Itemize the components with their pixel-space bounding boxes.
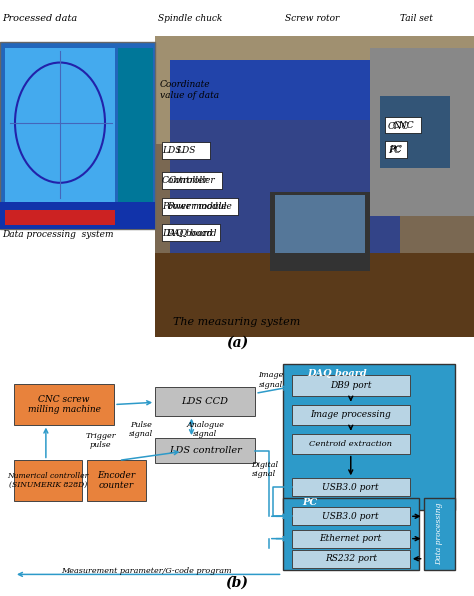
Bar (292, 530, 410, 548)
Text: Analogue
signal: Analogue signal (186, 421, 224, 437)
Bar (292, 550, 410, 567)
Text: Encoder
counter: Encoder counter (97, 471, 136, 491)
Bar (0, 202, 155, 228)
Bar (87, 460, 146, 501)
Text: Trigger
pulse: Trigger pulse (85, 432, 116, 449)
Bar (5, 210, 115, 225)
Bar (275, 195, 365, 253)
Text: Processed data: Processed data (2, 14, 77, 23)
Text: Data processing  system: Data processing system (2, 230, 113, 239)
Text: CNC screw
milling machine: CNC screw milling machine (27, 395, 100, 414)
Text: PC: PC (388, 146, 401, 155)
Bar (14, 384, 114, 424)
Text: Pulse
signal: Pulse signal (129, 421, 154, 437)
Bar (155, 36, 474, 337)
Text: RS232 port: RS232 port (325, 554, 377, 563)
Bar (155, 36, 474, 144)
Bar (370, 48, 474, 216)
Text: DAQ board: DAQ board (307, 369, 367, 378)
Bar (292, 434, 410, 454)
Text: Coordinate
value of data: Coordinate value of data (160, 80, 219, 100)
Text: USB3.0 port: USB3.0 port (322, 512, 379, 521)
Bar (162, 224, 220, 241)
Text: Image
signal: Image signal (258, 371, 284, 389)
Text: Spindle chuck: Spindle chuck (158, 14, 222, 23)
Text: (a): (a) (226, 336, 248, 350)
Bar (170, 60, 400, 265)
Bar (155, 438, 255, 462)
Text: DAQ board: DAQ board (162, 228, 212, 237)
Text: Tail set: Tail set (400, 14, 433, 23)
Text: Numerical controller
(SINUMERIK 828D): Numerical controller (SINUMERIK 828D) (8, 472, 89, 489)
Bar (424, 498, 456, 570)
Text: Screw rotor: Screw rotor (285, 14, 339, 23)
Bar (5, 48, 115, 204)
Text: USB3.0 port: USB3.0 port (322, 483, 379, 492)
Bar (118, 48, 153, 204)
Bar (162, 172, 222, 189)
Text: Measurement parameter/G-code program: Measurement parameter/G-code program (61, 567, 231, 575)
Bar (162, 198, 238, 215)
Bar (385, 117, 421, 134)
Text: Ethernet port: Ethernet port (319, 534, 382, 543)
Text: DAQ board: DAQ board (166, 228, 216, 237)
Text: LDS: LDS (176, 146, 196, 155)
Bar (155, 253, 474, 337)
Text: PC: PC (302, 498, 318, 507)
Bar (170, 120, 400, 265)
Bar (155, 387, 255, 416)
Bar (380, 96, 450, 168)
Text: CNC: CNC (388, 122, 410, 131)
Bar (283, 364, 456, 510)
Text: Power module: Power module (162, 203, 227, 212)
Text: CNC: CNC (392, 120, 414, 129)
Text: LDS: LDS (162, 146, 182, 155)
Text: Centroid extraction: Centroid extraction (309, 440, 392, 448)
Bar (0, 42, 155, 228)
Text: Controller: Controller (162, 176, 209, 185)
Bar (292, 405, 410, 424)
Bar (292, 375, 410, 396)
Bar (270, 193, 370, 271)
Text: LDS CCD: LDS CCD (182, 397, 228, 406)
Text: The measuring system: The measuring system (173, 317, 301, 327)
Bar (385, 141, 407, 157)
Text: Image processing: Image processing (310, 410, 391, 419)
Bar (292, 507, 410, 525)
Text: PC: PC (390, 145, 402, 154)
Text: Power module: Power module (168, 203, 232, 212)
Bar (292, 478, 410, 496)
Bar (283, 498, 419, 570)
Text: Data processing: Data processing (436, 503, 444, 566)
Text: Digital
signal: Digital signal (251, 461, 278, 478)
Text: LDS controller: LDS controller (169, 446, 242, 455)
Text: Controller: Controller (169, 176, 215, 185)
Bar (162, 142, 210, 159)
Text: (b): (b) (226, 576, 248, 590)
Bar (14, 460, 82, 501)
Text: DB9 port: DB9 port (330, 381, 372, 390)
